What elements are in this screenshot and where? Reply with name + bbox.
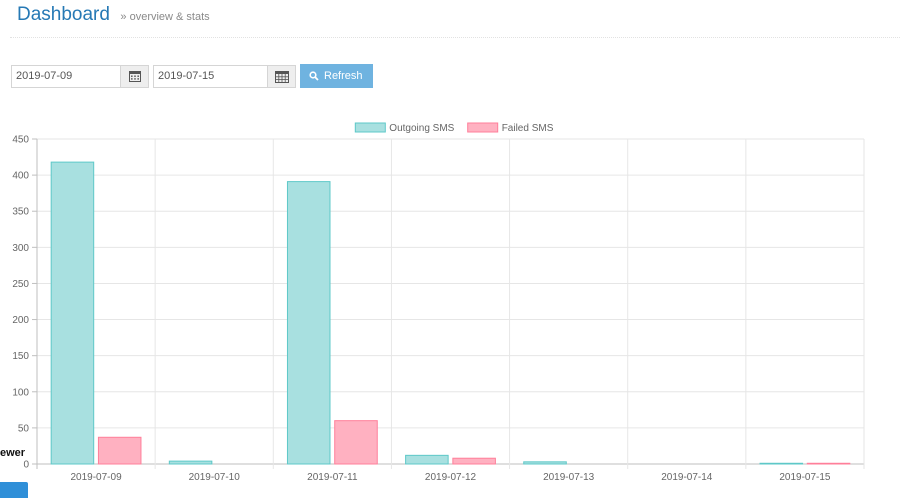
- page-header: Dashboard » overview & stats: [17, 4, 210, 26]
- legend-outgoing-sms-label: Outgoing SMS: [389, 123, 454, 134]
- y-tick-label: 50: [18, 423, 30, 434]
- x-tick-label: 2019-07-14: [661, 472, 713, 483]
- calendar-icon[interactable]: [267, 64, 296, 88]
- failed-sms-bar: [806, 462, 851, 465]
- legend-failed-sms-swatch: [467, 122, 499, 133]
- y-tick-label: 450: [12, 135, 29, 146]
- y-tick-label: 100: [12, 387, 29, 398]
- failed-sms-bar: [334, 420, 378, 465]
- page-title: Dashboard: [17, 4, 110, 25]
- start-date-input[interactable]: [11, 64, 120, 88]
- x-tick-label: 2019-07-09: [70, 472, 122, 483]
- y-tick-label: 400: [12, 171, 29, 182]
- header-divider: [10, 37, 900, 38]
- y-tick-label: 250: [12, 279, 29, 290]
- side-label: ewer: [0, 447, 26, 459]
- x-tick-label: 2019-07-11: [307, 472, 358, 483]
- y-tick-label: 150: [12, 351, 29, 362]
- calendar-icon[interactable]: [120, 64, 149, 88]
- y-tick-label: 0: [23, 460, 29, 471]
- outgoing-sms-bar: [759, 462, 804, 465]
- start-date-group: [11, 64, 149, 88]
- legend-outgoing-sms-swatch: [354, 122, 386, 133]
- x-tick-label: 2019-07-15: [779, 472, 831, 483]
- search-icon: [309, 71, 319, 81]
- date-filter-toolbar: Refresh: [11, 64, 373, 88]
- refresh-button[interactable]: Refresh: [300, 64, 373, 88]
- end-date-group: [153, 64, 296, 88]
- x-tick-label: 2019-07-12: [425, 472, 477, 483]
- outgoing-sms-bar: [523, 461, 567, 465]
- side-button[interactable]: [0, 482, 28, 498]
- x-tick-label: 2019-07-13: [543, 472, 595, 483]
- outgoing-sms-bar: [405, 454, 449, 465]
- y-tick-label: 300: [12, 243, 29, 254]
- outgoing-sms-bar: [286, 181, 331, 465]
- outgoing-sms-bar: [50, 161, 95, 465]
- failed-sms-bar: [452, 457, 496, 465]
- failed-sms-bar: [97, 436, 142, 465]
- y-tick-label: 200: [12, 315, 29, 326]
- x-tick-label: 2019-07-10: [189, 472, 241, 483]
- refresh-label: Refresh: [324, 70, 363, 82]
- end-date-input[interactable]: [153, 64, 267, 88]
- y-tick-label: 350: [12, 207, 29, 218]
- legend-failed-sms-label: Failed SMS: [502, 123, 554, 134]
- breadcrumb: » overview & stats: [120, 11, 210, 23]
- outgoing-sms-bar: [168, 460, 213, 465]
